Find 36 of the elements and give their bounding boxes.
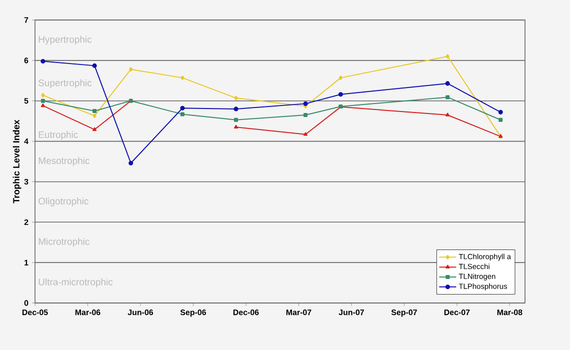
point — [92, 114, 96, 118]
point — [303, 132, 308, 136]
point — [338, 92, 343, 97]
point — [128, 160, 134, 166]
point — [303, 101, 308, 106]
point — [234, 96, 238, 100]
point — [40, 103, 45, 108]
point — [40, 58, 46, 64]
point — [92, 127, 97, 131]
annotation: Hypertrophic — [38, 36, 92, 45]
point — [446, 95, 450, 100]
point — [304, 113, 308, 118]
point — [41, 92, 45, 98]
annotation: Ultra-microtrophic — [38, 278, 113, 288]
annotation: Oligotrophic — [38, 198, 88, 206]
point — [498, 118, 503, 122]
point — [234, 124, 238, 129]
point — [129, 67, 133, 72]
point — [180, 76, 184, 80]
point — [446, 54, 450, 59]
y-axis-title: Trophic Level Index — [12, 120, 22, 204]
point — [180, 106, 185, 110]
point — [498, 110, 503, 114]
annotation: Eutrophic — [38, 131, 78, 140]
point — [446, 112, 450, 116]
point — [445, 81, 450, 86]
point — [338, 76, 343, 80]
annotation: Supertrophic — [38, 79, 92, 88]
annotation: Microtrophic — [38, 238, 90, 247]
point — [92, 108, 97, 113]
point — [40, 98, 45, 103]
annotation: Mesotrophic — [38, 157, 90, 166]
point — [234, 106, 238, 112]
point — [180, 112, 184, 116]
point — [234, 118, 238, 122]
point — [92, 63, 97, 68]
